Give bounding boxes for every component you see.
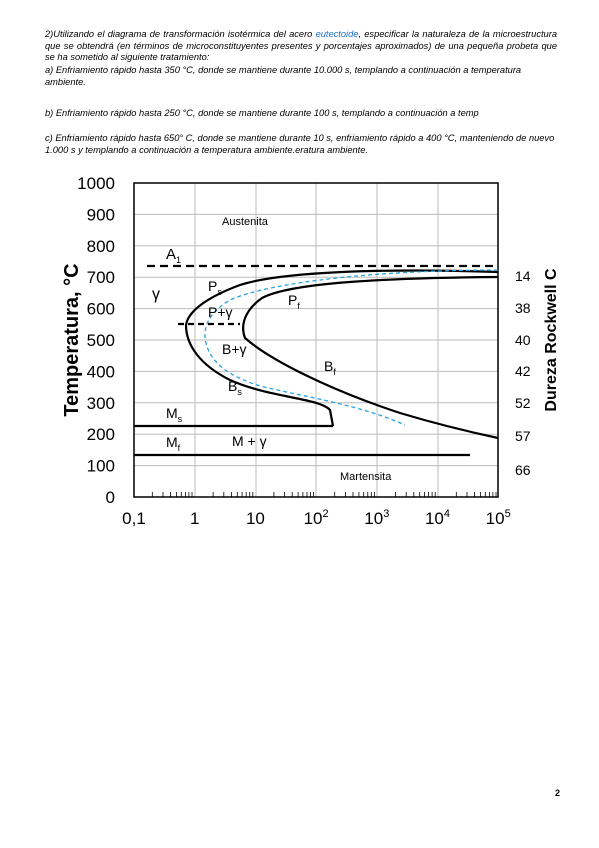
y-tick-label: 700 [87,268,115,287]
x-tick-base: 0,1 [122,509,146,528]
item: a) Enfriamiento rápido hasta 350 °C, don… [45,65,522,87]
label-sub: s [178,414,183,424]
curves [134,264,499,457]
label-sub: s [217,287,222,297]
x-tick-base: 10 [304,509,323,528]
region-label: γ [152,286,160,303]
x-tick-exp: 2 [322,508,328,520]
region-label: Austenita [222,216,269,228]
y-tick-label: 100 [87,457,115,476]
x-tick-base: 10 [364,509,383,528]
label-text: P [208,278,217,294]
y2-axis-title: Dureza Rockwell C [543,268,560,412]
start-curve [184,269,499,427]
x-tick-label: 103 [364,508,389,528]
y2-tick-label: 52 [515,395,531,411]
intro-text: 2)Utilizando el diagrama de transformaci… [45,29,316,39]
item: b) Enfriamiento rápido hasta 250 °C, don… [45,108,479,118]
finish-curve [242,275,499,440]
region-label: Pf [288,292,300,311]
label-text: P+γ [208,304,233,320]
y-tick-label: 200 [87,425,115,444]
dashed-curve [204,269,499,426]
region-label: Ps [208,278,222,297]
label-text: Martensita [340,471,392,483]
y-tick-label: 900 [87,205,115,224]
label-text: B [324,358,333,374]
label-sub: f [333,367,336,377]
region-label: B+γ [222,341,247,357]
y2-tick-label: 40 [515,332,531,348]
y2-tick-label: 57 [515,428,531,444]
ttt-diagram: 0100200300400500600700800900100014384042… [61,174,560,528]
y-tick-label: 500 [87,331,115,350]
grid [134,183,498,497]
x-tick-exp: 3 [383,508,389,520]
region-label: M + γ [232,433,267,449]
x-tick-label: 0,1 [122,509,146,528]
region-label: A1 [166,246,181,265]
label-text: P [288,292,297,308]
label-text: B+γ [222,341,247,357]
y-tick-label: 800 [87,237,115,256]
label-sub: 1 [176,255,181,265]
question-intro: 2)Utilizando el diagrama de transformaci… [45,29,557,64]
plot-frame [133,182,499,498]
x-tick-base: 1 [190,509,199,528]
label-text: M [166,434,178,450]
y2-tick-label: 14 [515,268,531,284]
label-text: B [228,378,237,394]
x-tick-exp: 4 [444,508,450,520]
y-axis-title: Temperatura, °C [61,263,83,416]
minor-ticks [151,492,497,497]
label-text: γ [152,286,160,303]
x-tick-label: 102 [304,508,329,528]
region-label: Bs [228,378,242,397]
region-label: Ms [166,405,183,424]
x-tick-label: 10 [246,509,265,528]
item: c) Enfriamiento rápido hasta 650° C, don… [45,133,555,155]
y-tick-label: 1000 [77,174,115,193]
y-tick-label: 300 [87,394,115,413]
label-text: Austenita [222,216,269,228]
region-label: Martensita [340,471,392,483]
region-label: Bf [324,358,336,377]
label-sub: f [297,301,300,311]
intro-text: , especificar la naturaleza de la microe… [45,29,557,62]
label-sub: f [178,443,181,453]
region-label: P+γ [208,304,233,320]
label-text: M [166,405,178,421]
y2-tick-label: 66 [515,462,531,478]
x-tick-label: 1 [190,509,199,528]
x-tick-base: 10 [425,509,444,528]
label-text: M + γ [232,433,267,449]
y-tick-label: 0 [106,488,115,507]
page-number: 2 [555,788,561,798]
y-tick-label: 400 [87,362,115,381]
x-tick-base: 10 [486,509,505,528]
x-tick-label: 105 [486,508,511,528]
y2-tick-label: 42 [515,363,531,379]
label-sub: s [237,387,242,397]
y-tick-label: 600 [87,300,115,319]
link[interactable]: eutectoide [315,29,359,39]
x-tick-label: 104 [425,508,450,528]
x-tick-exp: 5 [505,508,511,520]
label-text: A [166,246,176,263]
x-tick-base: 10 [246,509,265,528]
y2-tick-label: 38 [515,300,531,316]
region-label: Mf [166,434,181,453]
